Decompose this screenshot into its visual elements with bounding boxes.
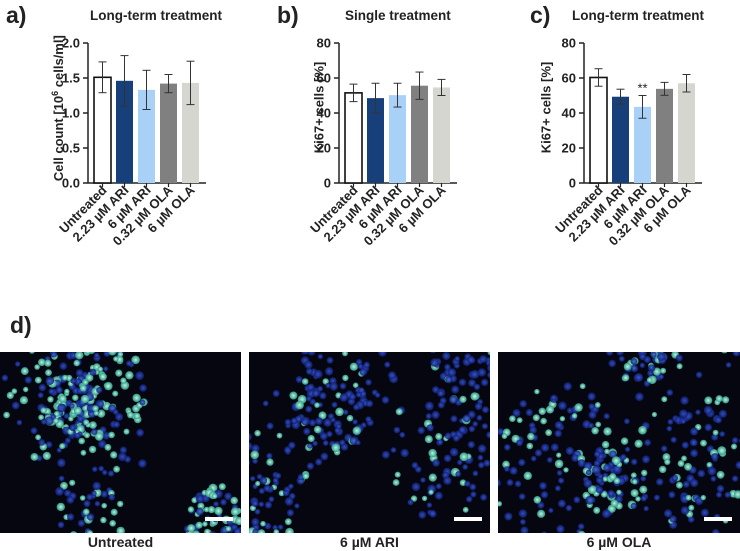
panel-letter-b: b) [277, 2, 299, 28]
bar-2 [116, 80, 133, 183]
bar-5 [433, 87, 450, 183]
y-tick-label: 80 [317, 36, 331, 51]
y-tick-label: 40 [317, 106, 331, 121]
bar-3 [634, 106, 651, 183]
scale-bar [205, 517, 233, 521]
micrograph-untreated [0, 352, 241, 533]
bar-3 [138, 89, 155, 183]
significance-annotation: ** [637, 81, 647, 96]
bar-5 [678, 83, 695, 183]
y-tick-label: 60 [562, 71, 576, 86]
y-tick-label: 80 [562, 36, 576, 51]
bar-2 [612, 96, 629, 183]
bar-4 [656, 88, 673, 183]
micrograph-label-untreated: Untreated [87, 534, 154, 550]
bar-3 [389, 95, 406, 183]
micrograph-label-6um-ola: 6 µM OLA [586, 534, 652, 550]
y-tick-label: 0 [569, 176, 576, 191]
cell-nuclei [498, 352, 740, 533]
bar-2 [367, 98, 384, 183]
bar-4 [160, 83, 177, 183]
panel-letter-d: d) [10, 312, 32, 338]
scale-bar [704, 517, 732, 521]
panel-letter-c: c) [530, 2, 551, 28]
micrograph-label-6um-ari: 6 µM ARI [340, 534, 399, 550]
y-tick-label: 1.5 [62, 71, 80, 86]
micrograph-6um-ari [249, 352, 490, 533]
scale-bar [454, 517, 482, 521]
y-tick-label: 0.5 [62, 141, 80, 156]
y-tick-label: 20 [562, 141, 576, 156]
y-tick-label: 60 [317, 71, 331, 86]
cell-nuclei [1, 352, 241, 533]
bar-1 [589, 76, 608, 184]
y-tick-label: 20 [317, 141, 331, 156]
chart-c-title: Long-term treatment [572, 8, 705, 23]
chart-b-title: Single treatment [345, 8, 451, 23]
chart-a-title: Long-term treatment [90, 8, 223, 23]
y-tick-label: 0 [324, 176, 331, 191]
y-tick-label: 2.0 [62, 36, 80, 51]
y-tick-label: 40 [562, 106, 576, 121]
y-tick-label: 0.0 [62, 176, 80, 191]
bar-4 [411, 85, 428, 183]
y-tick-label: 1.0 [62, 106, 80, 121]
micrograph-6um-ola [498, 352, 740, 533]
cell-nuclei [249, 352, 490, 533]
panel-letter-a: a) [6, 2, 27, 28]
bar-5 [182, 82, 199, 183]
